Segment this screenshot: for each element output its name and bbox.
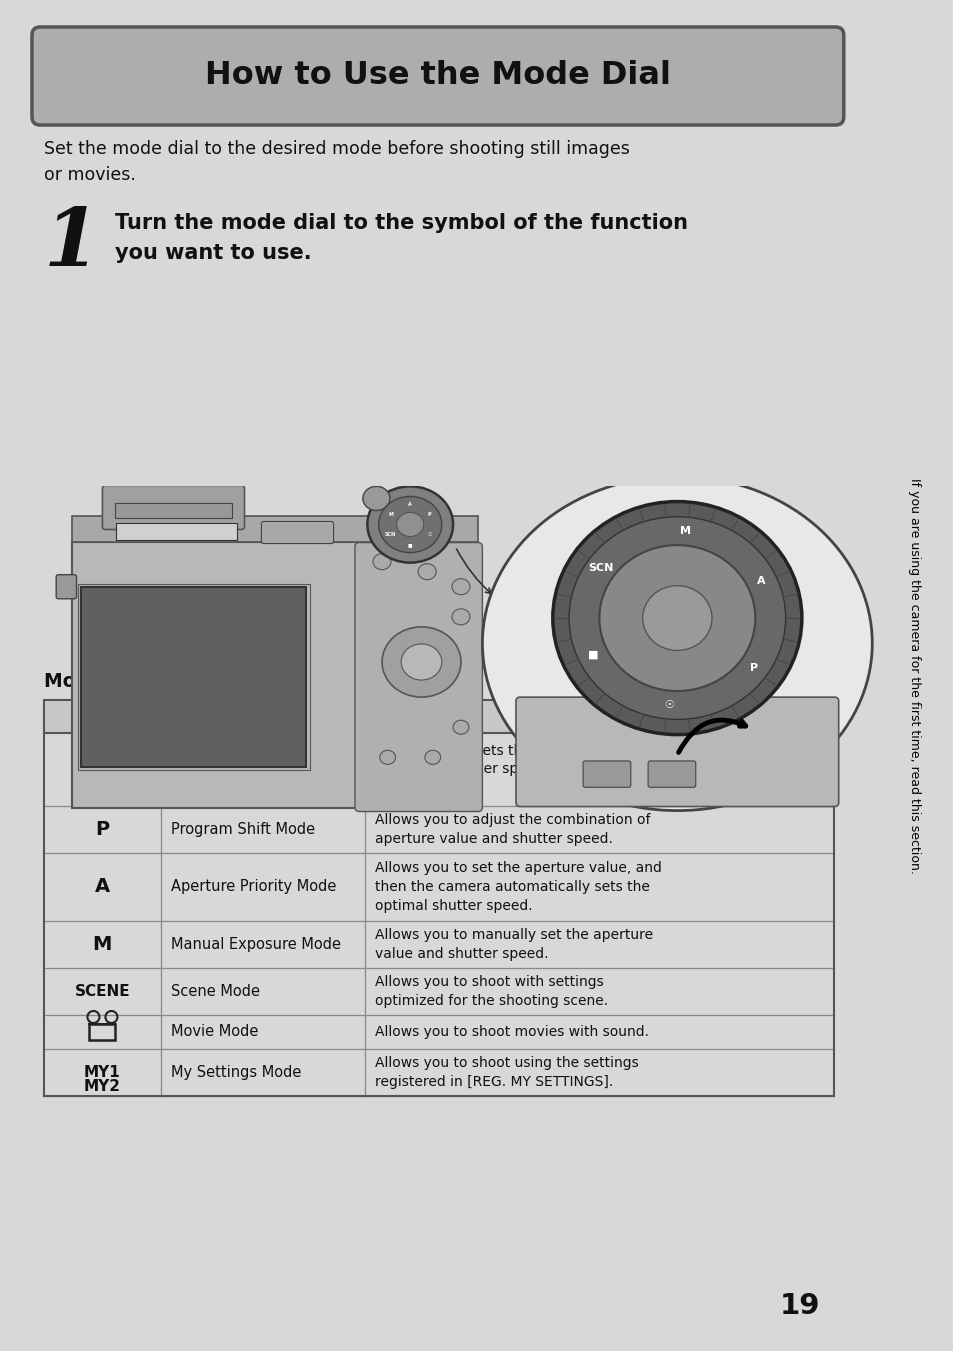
FancyBboxPatch shape xyxy=(582,761,630,788)
Text: Scene Mode: Scene Mode xyxy=(171,984,259,998)
Text: MY1: MY1 xyxy=(84,1065,121,1079)
Circle shape xyxy=(367,486,453,562)
Text: Mode Dial Symbols and Descriptions: Mode Dial Symbols and Descriptions xyxy=(44,671,430,690)
Circle shape xyxy=(378,496,441,553)
Circle shape xyxy=(101,769,108,774)
Bar xyxy=(81,586,306,767)
Text: My Settings Mode: My Settings Mode xyxy=(171,1065,301,1079)
Bar xyxy=(77,584,310,770)
Text: Allows you to set the aperture value, and
then the camera automatically sets the: Allows you to set the aperture value, an… xyxy=(375,861,660,913)
Polygon shape xyxy=(71,542,477,808)
Circle shape xyxy=(452,578,470,594)
Text: 1: 1 xyxy=(44,205,100,282)
Polygon shape xyxy=(71,516,477,542)
FancyBboxPatch shape xyxy=(261,521,334,543)
Text: A: A xyxy=(757,577,765,586)
Text: P: P xyxy=(428,512,431,517)
Text: Turn the mode dial to the symbol of the function
you want to use.: Turn the mode dial to the symbol of the … xyxy=(115,213,687,263)
Text: ☉: ☉ xyxy=(427,532,432,538)
Text: Symbol: Symbol xyxy=(75,709,130,724)
Circle shape xyxy=(396,512,423,536)
Circle shape xyxy=(381,627,460,697)
FancyBboxPatch shape xyxy=(102,485,244,530)
Text: Function: Function xyxy=(232,709,294,724)
Text: ■: ■ xyxy=(408,542,412,547)
Text: Allows you to shoot with settings
optimized for the shooting scene.: Allows you to shoot with settings optimi… xyxy=(375,975,607,1008)
Circle shape xyxy=(642,586,711,651)
FancyBboxPatch shape xyxy=(516,697,838,807)
Text: Program Shift Mode: Program Shift Mode xyxy=(171,821,314,838)
Text: Aperture Priority Mode: Aperture Priority Mode xyxy=(171,880,335,894)
Bar xyxy=(114,504,232,519)
Text: 19: 19 xyxy=(779,1292,819,1320)
Text: M: M xyxy=(92,935,112,954)
Circle shape xyxy=(373,554,391,570)
Text: If you are using the camera for the first time, read this section.: If you are using the camera for the firs… xyxy=(907,477,921,874)
Circle shape xyxy=(417,563,436,580)
Text: SCENE: SCENE xyxy=(74,984,131,998)
Text: Allows you to shoot movies with sound.: Allows you to shoot movies with sound. xyxy=(375,1025,648,1039)
Circle shape xyxy=(99,766,110,777)
Text: MY2: MY2 xyxy=(84,1079,121,1094)
FancyBboxPatch shape xyxy=(116,523,236,539)
FancyBboxPatch shape xyxy=(355,543,482,812)
Text: Movie Mode: Movie Mode xyxy=(171,1024,258,1039)
Text: Description: Description xyxy=(517,709,601,724)
Bar xyxy=(44,700,833,734)
Text: Allows you to shoot using the settings
registered in [REG. MY SETTINGS].: Allows you to shoot using the settings r… xyxy=(375,1056,638,1089)
Text: Manual Exposure Mode: Manual Exposure Mode xyxy=(171,938,340,952)
FancyBboxPatch shape xyxy=(647,761,695,788)
Text: Set the mode dial to the desired mode before shooting still images
or movies.: Set the mode dial to the desired mode be… xyxy=(44,141,629,184)
Circle shape xyxy=(424,750,440,765)
Text: Auto Shooting Mode: Auto Shooting Mode xyxy=(171,762,318,777)
Circle shape xyxy=(401,644,441,680)
Circle shape xyxy=(453,720,468,734)
Circle shape xyxy=(379,750,395,765)
Text: P: P xyxy=(95,820,110,839)
Text: Allows you to manually set the aperture
value and shutter speed.: Allows you to manually set the aperture … xyxy=(375,928,652,961)
Text: A: A xyxy=(94,878,110,897)
Circle shape xyxy=(97,765,112,778)
FancyBboxPatch shape xyxy=(89,762,116,781)
Text: ■: ■ xyxy=(587,650,598,659)
FancyBboxPatch shape xyxy=(32,27,842,126)
Circle shape xyxy=(552,501,801,735)
Text: Allows you to adjust the combination of
aperture value and shutter speed.: Allows you to adjust the combination of … xyxy=(375,813,649,846)
Text: M: M xyxy=(388,512,393,517)
Circle shape xyxy=(452,609,470,626)
Text: SCN: SCN xyxy=(588,563,613,573)
Circle shape xyxy=(362,486,390,511)
Ellipse shape xyxy=(482,477,871,811)
Text: M: M xyxy=(679,527,690,536)
FancyBboxPatch shape xyxy=(56,574,76,598)
Text: P: P xyxy=(749,663,757,673)
Text: ☉: ☉ xyxy=(663,700,674,709)
Circle shape xyxy=(598,544,755,690)
Text: SCN: SCN xyxy=(385,532,395,538)
Text: A: A xyxy=(408,503,412,507)
Circle shape xyxy=(568,516,785,719)
FancyBboxPatch shape xyxy=(96,754,109,762)
Text: Automatically sets the optimal aperture
value and shutter speed depending on
the: Automatically sets the optimal aperture … xyxy=(375,743,651,796)
Text: How to Use the Mode Dial: How to Use the Mode Dial xyxy=(205,61,670,92)
